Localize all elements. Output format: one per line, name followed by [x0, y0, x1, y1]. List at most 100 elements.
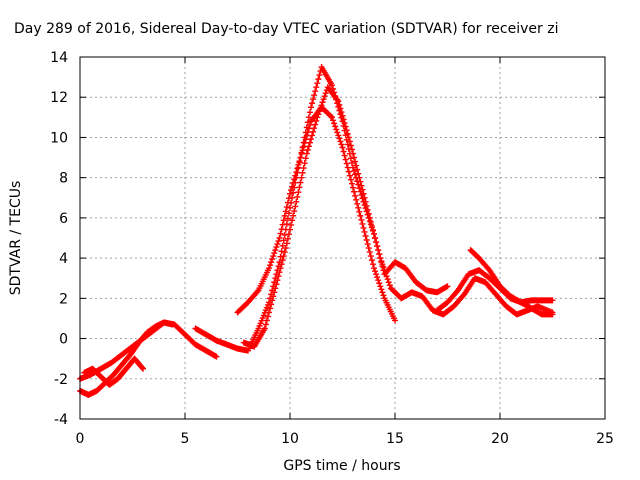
y-tick-label: 12: [50, 90, 68, 106]
data-point: [292, 203, 299, 210]
y-tick-label: -2: [54, 372, 68, 388]
data-point: [354, 200, 361, 207]
data-point: [305, 143, 312, 150]
data-point: [288, 187, 295, 194]
series-5: [234, 104, 398, 324]
series-8: [467, 247, 556, 318]
data-point: [363, 202, 370, 209]
data-point: [380, 264, 387, 271]
data-point: [270, 253, 277, 260]
data-point: [316, 72, 323, 79]
data-point: [375, 277, 382, 284]
data-point: [279, 257, 286, 264]
data-point: [338, 109, 345, 116]
data-point: [352, 171, 359, 178]
data-point: [355, 204, 362, 211]
x-axis-label: GPS time / hours: [283, 458, 400, 474]
data-point: [353, 196, 360, 203]
data-point: [362, 198, 369, 205]
data-point: [386, 282, 393, 289]
data-point: [355, 170, 362, 177]
data-point: [291, 176, 298, 183]
data-point: [314, 80, 321, 87]
data-point: [345, 134, 352, 141]
data-point: [317, 105, 324, 112]
data-point: [347, 142, 354, 149]
data-point: [366, 214, 373, 221]
data-point: [310, 96, 317, 103]
data-point: [306, 139, 313, 146]
data-point: [284, 235, 291, 242]
data-point: [332, 123, 339, 130]
data-point: [296, 184, 303, 191]
data-point: [311, 92, 318, 99]
data-point: [318, 102, 325, 109]
data-point: [303, 150, 310, 157]
plot-frame: [79, 56, 606, 420]
data-point: [361, 228, 368, 235]
data-point: [139, 364, 146, 371]
data-point: [359, 186, 366, 193]
data-point: [347, 155, 354, 162]
data-point: [373, 239, 380, 246]
data-point: [305, 125, 312, 132]
data-point: [301, 140, 308, 147]
x-tick-label: 10: [281, 431, 299, 447]
data-point: [275, 273, 282, 280]
data-point: [339, 144, 346, 151]
data-point: [356, 174, 363, 181]
data-point: [270, 293, 277, 300]
data-point: [379, 289, 386, 296]
data-point: [371, 265, 377, 272]
data-point: [299, 169, 306, 176]
data-point: [376, 251, 383, 258]
data-point: [368, 222, 375, 229]
data-point: [355, 181, 362, 188]
data-point: [269, 256, 276, 263]
data-point: [371, 230, 377, 237]
data-point: [279, 242, 286, 249]
x-tick-label: 15: [386, 431, 404, 447]
data-point: [213, 353, 220, 360]
data-point: [329, 82, 335, 89]
data-point: [268, 301, 275, 308]
data-point: [291, 208, 298, 215]
grid: [80, 57, 605, 419]
data-point: [361, 194, 368, 201]
data-point: [372, 268, 379, 275]
data-point: [289, 183, 296, 190]
y-tick-label: 8: [59, 171, 68, 187]
data-point: [358, 182, 365, 189]
data-point: [284, 199, 291, 206]
data-point: [360, 190, 367, 197]
data-point: [342, 123, 349, 130]
data-point: [271, 289, 278, 296]
data-point: [351, 168, 358, 175]
data-point: [346, 138, 353, 145]
data-point: [268, 259, 275, 266]
data-point: [334, 129, 341, 136]
data-point: [336, 135, 343, 142]
data-point: [301, 160, 308, 167]
data-point: [271, 250, 278, 257]
data-point: [351, 188, 358, 195]
data-point: [289, 217, 296, 224]
data-point: [299, 147, 306, 154]
data-point: [335, 132, 342, 139]
data-point: [344, 164, 351, 171]
data-point: [298, 174, 305, 181]
data-point: [281, 212, 288, 219]
data-point: [330, 117, 337, 124]
data-point: [306, 121, 313, 128]
data-point: [383, 273, 390, 280]
data-point: [341, 119, 348, 126]
data-point: [285, 210, 292, 217]
data-point: [380, 292, 387, 299]
data-point: [382, 270, 389, 277]
data-point: [331, 120, 338, 127]
data-point: [312, 121, 319, 128]
data-point: [295, 189, 302, 196]
data-point: [353, 162, 360, 169]
data-point: [384, 276, 391, 283]
